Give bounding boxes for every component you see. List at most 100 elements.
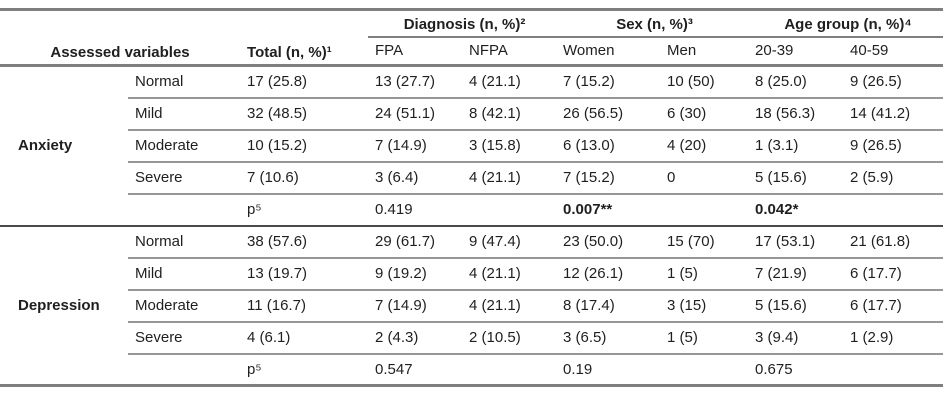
p-value-diagnosis: 0.419 <box>368 193 557 227</box>
table-row-anxiety-severe: Severe 7 (10.6) 3 (6.4) 4 (21.1) 7 (15.2… <box>0 161 943 195</box>
data-cell: 2 (5.9) <box>843 161 943 195</box>
data-cell: 8 (42.1) <box>462 97 557 131</box>
p-value-age: 0.675 <box>755 360 793 378</box>
data-cell: 7 (15.2) <box>556 65 661 99</box>
data-cell: 14 (41.2) <box>843 97 943 131</box>
category-cell: Moderate <box>128 129 241 163</box>
col-header-men: Men <box>660 36 749 67</box>
data-cell: 4 (21.1) <box>462 289 557 323</box>
table-row-anxiety-mild: Mild 32 (48.5) 24 (51.1) 8 (42.1) 26 (56… <box>0 97 943 131</box>
data-cell: 17 (25.8) <box>240 65 369 99</box>
data-cell: 3 (15) <box>660 289 749 323</box>
category-cell: Severe <box>128 161 241 195</box>
p-label: p⁵ <box>247 360 262 378</box>
data-cell: 6 (17.7) <box>843 289 943 323</box>
p-value-diagnosis: 0.547 <box>375 360 413 378</box>
col-header-nfpa: NFPA <box>462 36 557 67</box>
data-cell: 3 (9.4) <box>748 321 844 355</box>
data-cell: 0 <box>660 161 749 195</box>
data-cell: 1 (2.9) <box>843 321 943 355</box>
empty-cell <box>128 193 241 227</box>
data-cell: 2 (4.3) <box>368 321 463 355</box>
data-cell: 12 (26.1) <box>556 257 661 291</box>
data-cell: 10 (50) <box>660 65 749 99</box>
data-cell: 5 (15.6) <box>748 289 844 323</box>
data-cell: 2 (10.5) <box>462 321 557 355</box>
col-header-total: Total (n, %)¹ <box>240 9 369 67</box>
data-cell: 24 (51.1) <box>368 97 463 131</box>
col-header-diagnosis-group: Diagnosis (n, %)² <box>368 9 557 38</box>
data-cell: 7 (21.9) <box>748 257 844 291</box>
table-row-depression-mild: Mild 13 (19.7) 9 (19.2) 4 (21.1) 12 (26.… <box>0 257 943 291</box>
col-header-women: Women <box>556 36 661 67</box>
row-header-depression: Depression <box>18 296 100 314</box>
p-value-age: 0.042* <box>748 193 943 227</box>
data-cell: 8 (17.4) <box>556 289 661 323</box>
data-cell: 4 (21.1) <box>462 257 557 291</box>
data-cell: 4 (20) <box>660 129 749 163</box>
data-cell: 3 (6.5) <box>556 321 661 355</box>
data-cell: 23 (50.0) <box>556 225 661 259</box>
data-cell: 6 (30) <box>660 97 749 131</box>
p-value-sex: 0.19 <box>563 360 593 378</box>
data-cell: 9 (47.4) <box>462 225 557 259</box>
col-header-40-59: 40-59 <box>843 36 943 67</box>
data-cell: 6 (17.7) <box>843 257 943 291</box>
header-sub-row: FPA NFPA Women Men 20-39 40-59 <box>0 36 943 67</box>
category-cell: Moderate <box>128 289 241 323</box>
data-cell: 32 (48.5) <box>240 97 369 131</box>
table-row-anxiety-moderate: Moderate 10 (15.2) 7 (14.9) 3 (15.8) 6 (… <box>0 129 943 163</box>
data-cell: 4 (21.1) <box>462 161 557 195</box>
data-cell: 13 (19.7) <box>240 257 369 291</box>
data-cell: 6 (13.0) <box>556 129 661 163</box>
data-cell: 3 (6.4) <box>368 161 463 195</box>
data-cell: 4 (6.1) <box>240 321 369 355</box>
data-cell: 3 (15.8) <box>462 129 557 163</box>
data-cell: 4 (21.1) <box>462 65 557 99</box>
data-cell: 13 (27.7) <box>368 65 463 99</box>
data-cell: 38 (57.6) <box>240 225 369 259</box>
table-row-depression-moderate: Moderate 11 (16.7) 7 (14.9) 4 (21.1) 8 (… <box>0 289 943 323</box>
header-group-row: Assessed variables Total (n, %)¹ Diagnos… <box>0 9 943 67</box>
data-cell: 7 (14.9) <box>368 289 463 323</box>
p-value-sex: 0.007** <box>556 193 749 227</box>
data-cell: 18 (56.3) <box>748 97 844 131</box>
data-cell: 29 (61.7) <box>368 225 463 259</box>
data-cell: 7 (15.2) <box>556 161 661 195</box>
table-row-depression-severe: Severe 4 (6.1) 2 (4.3) 2 (10.5) 3 (6.5) … <box>0 321 943 355</box>
data-cell: 9 (26.5) <box>843 65 943 99</box>
data-cell: 8 (25.0) <box>748 65 844 99</box>
data-cell: 17 (53.1) <box>748 225 844 259</box>
row-header-anxiety: Anxiety <box>0 65 128 227</box>
data-cell: 21 (61.8) <box>843 225 943 259</box>
category-cell: Normal <box>128 65 241 99</box>
category-cell: Mild <box>128 257 241 291</box>
col-header-fpa: FPA <box>368 36 463 67</box>
table-row-anxiety-pvalue: p⁵ 0.419 0.007** 0.042* <box>0 193 943 227</box>
results-table: Assessed variables Total (n, %)¹ Diagnos… <box>0 8 943 387</box>
data-cell: 1 (5) <box>660 321 749 355</box>
data-cell: 11 (16.7) <box>240 289 369 323</box>
table-row-anxiety-normal: Anxiety Normal 17 (25.8) 13 (27.7) 4 (21… <box>0 65 943 227</box>
col-header-age-group: Age group (n, %)⁴ <box>748 9 943 38</box>
category-cell: Normal <box>128 225 241 259</box>
data-cell: 9 (19.2) <box>368 257 463 291</box>
col-header-20-39: 20-39 <box>748 36 844 67</box>
data-cell: 9 (26.5) <box>843 129 943 163</box>
category-cell: Mild <box>128 97 241 131</box>
data-cell: 7 (14.9) <box>368 129 463 163</box>
data-cell: 5 (15.6) <box>748 161 844 195</box>
p-label: p⁵ <box>240 193 369 227</box>
table-row-depression-pvalue: p⁵ 0.547 0.19 0.675 <box>0 354 943 386</box>
col-header-assessed-variables: Assessed variables <box>0 9 241 67</box>
data-cell: 10 (15.2) <box>240 129 369 163</box>
data-cell: 26 (56.5) <box>556 97 661 131</box>
data-cell: 15 (70) <box>660 225 749 259</box>
col-header-sex-group: Sex (n, %)³ <box>556 9 749 38</box>
data-cell: 1 (3.1) <box>748 129 844 163</box>
data-cell: 1 (5) <box>660 257 749 291</box>
data-cell: 7 (10.6) <box>240 161 369 195</box>
category-cell: Severe <box>128 321 241 355</box>
table-row-depression-normal: Depression Normal 38 (57.6) 29 (61.7) 9 … <box>0 225 943 314</box>
